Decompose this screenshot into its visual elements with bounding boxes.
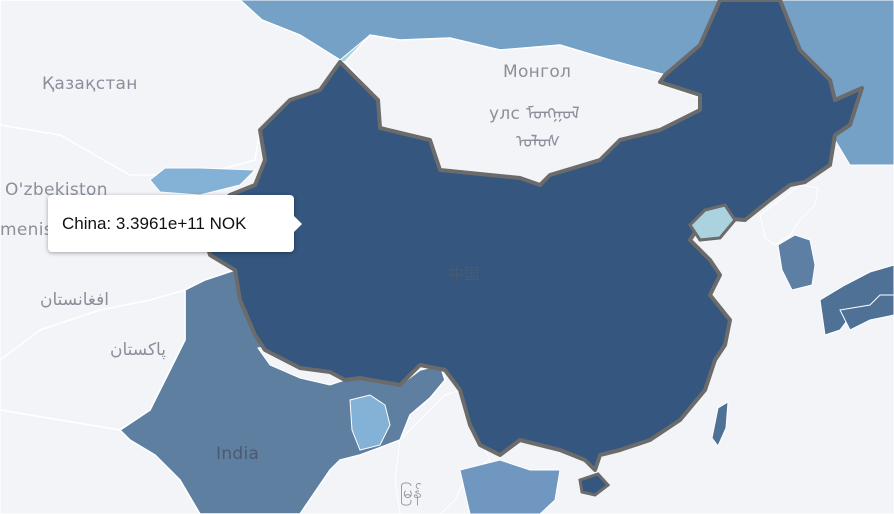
label-mongolia-3: ᠤᠯᠤᠰ (516, 132, 561, 152)
map-tooltip: China: 3.3961e+11 NOK (48, 195, 302, 252)
tooltip-text: China: 3.3961e+11 NOK (62, 213, 247, 233)
label-afghanistan: افغانستان (40, 290, 109, 310)
country-china[interactable] (198, 0, 864, 472)
label-myanmar: မြန် (400, 483, 422, 503)
label-mongolia-2: улс ᠮᠣᠩᠭᠣᠯ (489, 104, 580, 124)
label-mongolia-1: Монгол (503, 62, 572, 82)
label-china: 中国 (449, 265, 480, 283)
label-india: India (216, 444, 260, 464)
label-turkmenistan: menis (0, 220, 53, 240)
country-bangladesh[interactable] (349, 394, 391, 451)
country-pakistan[interactable] (0, 289, 186, 431)
country-southeast-asia[interactable] (459, 459, 561, 514)
country-japan-south[interactable] (839, 294, 894, 331)
country-north-korea[interactable] (759, 184, 819, 246)
bohai-sea (688, 203, 737, 242)
country-taiwan[interactable] (711, 401, 729, 447)
country-south-korea[interactable] (777, 234, 816, 291)
country-kyrgyzstan[interactable] (149, 167, 257, 196)
label-kazakhstan: Қазақстан (42, 74, 138, 94)
label-pakistan: پاکستان (110, 340, 166, 360)
island-hainan[interactable] (578, 472, 611, 497)
